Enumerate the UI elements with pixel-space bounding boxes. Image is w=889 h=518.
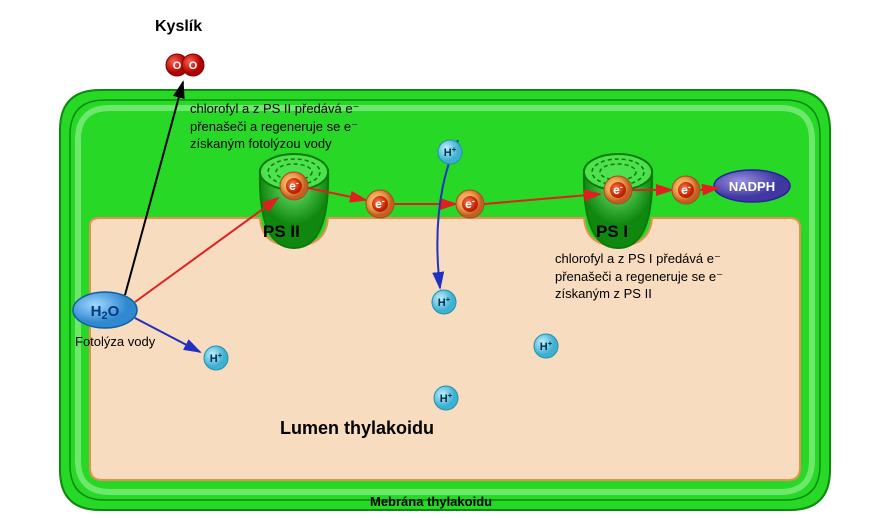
hplus-ion: H+ (438, 140, 462, 164)
ps1-label: PS I (596, 222, 628, 242)
ps2-note: chlorofyl a z PS II předává e⁻ přenašeči… (190, 100, 359, 153)
diagram-canvas: H2O O O NADPH e-e-e-e-e- H+H+H+H+H+ Kysl… (0, 0, 889, 518)
oxygen-molecule: O O (166, 54, 204, 76)
membrane-label: Mebrána thylakoidu (370, 494, 492, 509)
ps1-note: chlorofyl a z PS I předává e⁻ přenašeči … (555, 250, 723, 303)
ps2-note-line3: získaným fotolýzou vody (190, 135, 359, 153)
ps2-label: PS II (263, 222, 300, 242)
hplus-ion: H+ (434, 386, 458, 410)
ps2-note-line2: přenašeči a regeneruje se e⁻ (190, 118, 359, 136)
ps1-note-line1: chlorofyl a z PS I předává e⁻ (555, 250, 723, 268)
photolysis-label: Fotolýza vody (75, 334, 155, 349)
hplus-ion: H+ (204, 346, 228, 370)
hplus-ion: H+ (432, 290, 456, 314)
electron: e- (604, 176, 632, 204)
thylakoid-diagram: H2O O O NADPH e-e-e-e-e- H+H+H+H+H+ (0, 0, 889, 518)
electron: e- (280, 172, 308, 200)
electron: e- (672, 176, 700, 204)
oxygen-atom-2: O (189, 60, 198, 72)
ps1-note-line2: přenašeči a regeneruje se e⁻ (555, 268, 723, 286)
oxygen-title: Kyslík (155, 18, 202, 36)
hplus-ion: H+ (534, 334, 558, 358)
electron: e- (366, 190, 394, 218)
nadph-label: NADPH (729, 179, 775, 194)
electron: e- (456, 190, 484, 218)
lumen-label: Lumen thylakoidu (280, 418, 434, 439)
ps1-note-line3: získaným z PS II (555, 285, 723, 303)
oxygen-atom-1: O (173, 60, 182, 72)
ps2-note-line1: chlorofyl a z PS II předává e⁻ (190, 100, 359, 118)
